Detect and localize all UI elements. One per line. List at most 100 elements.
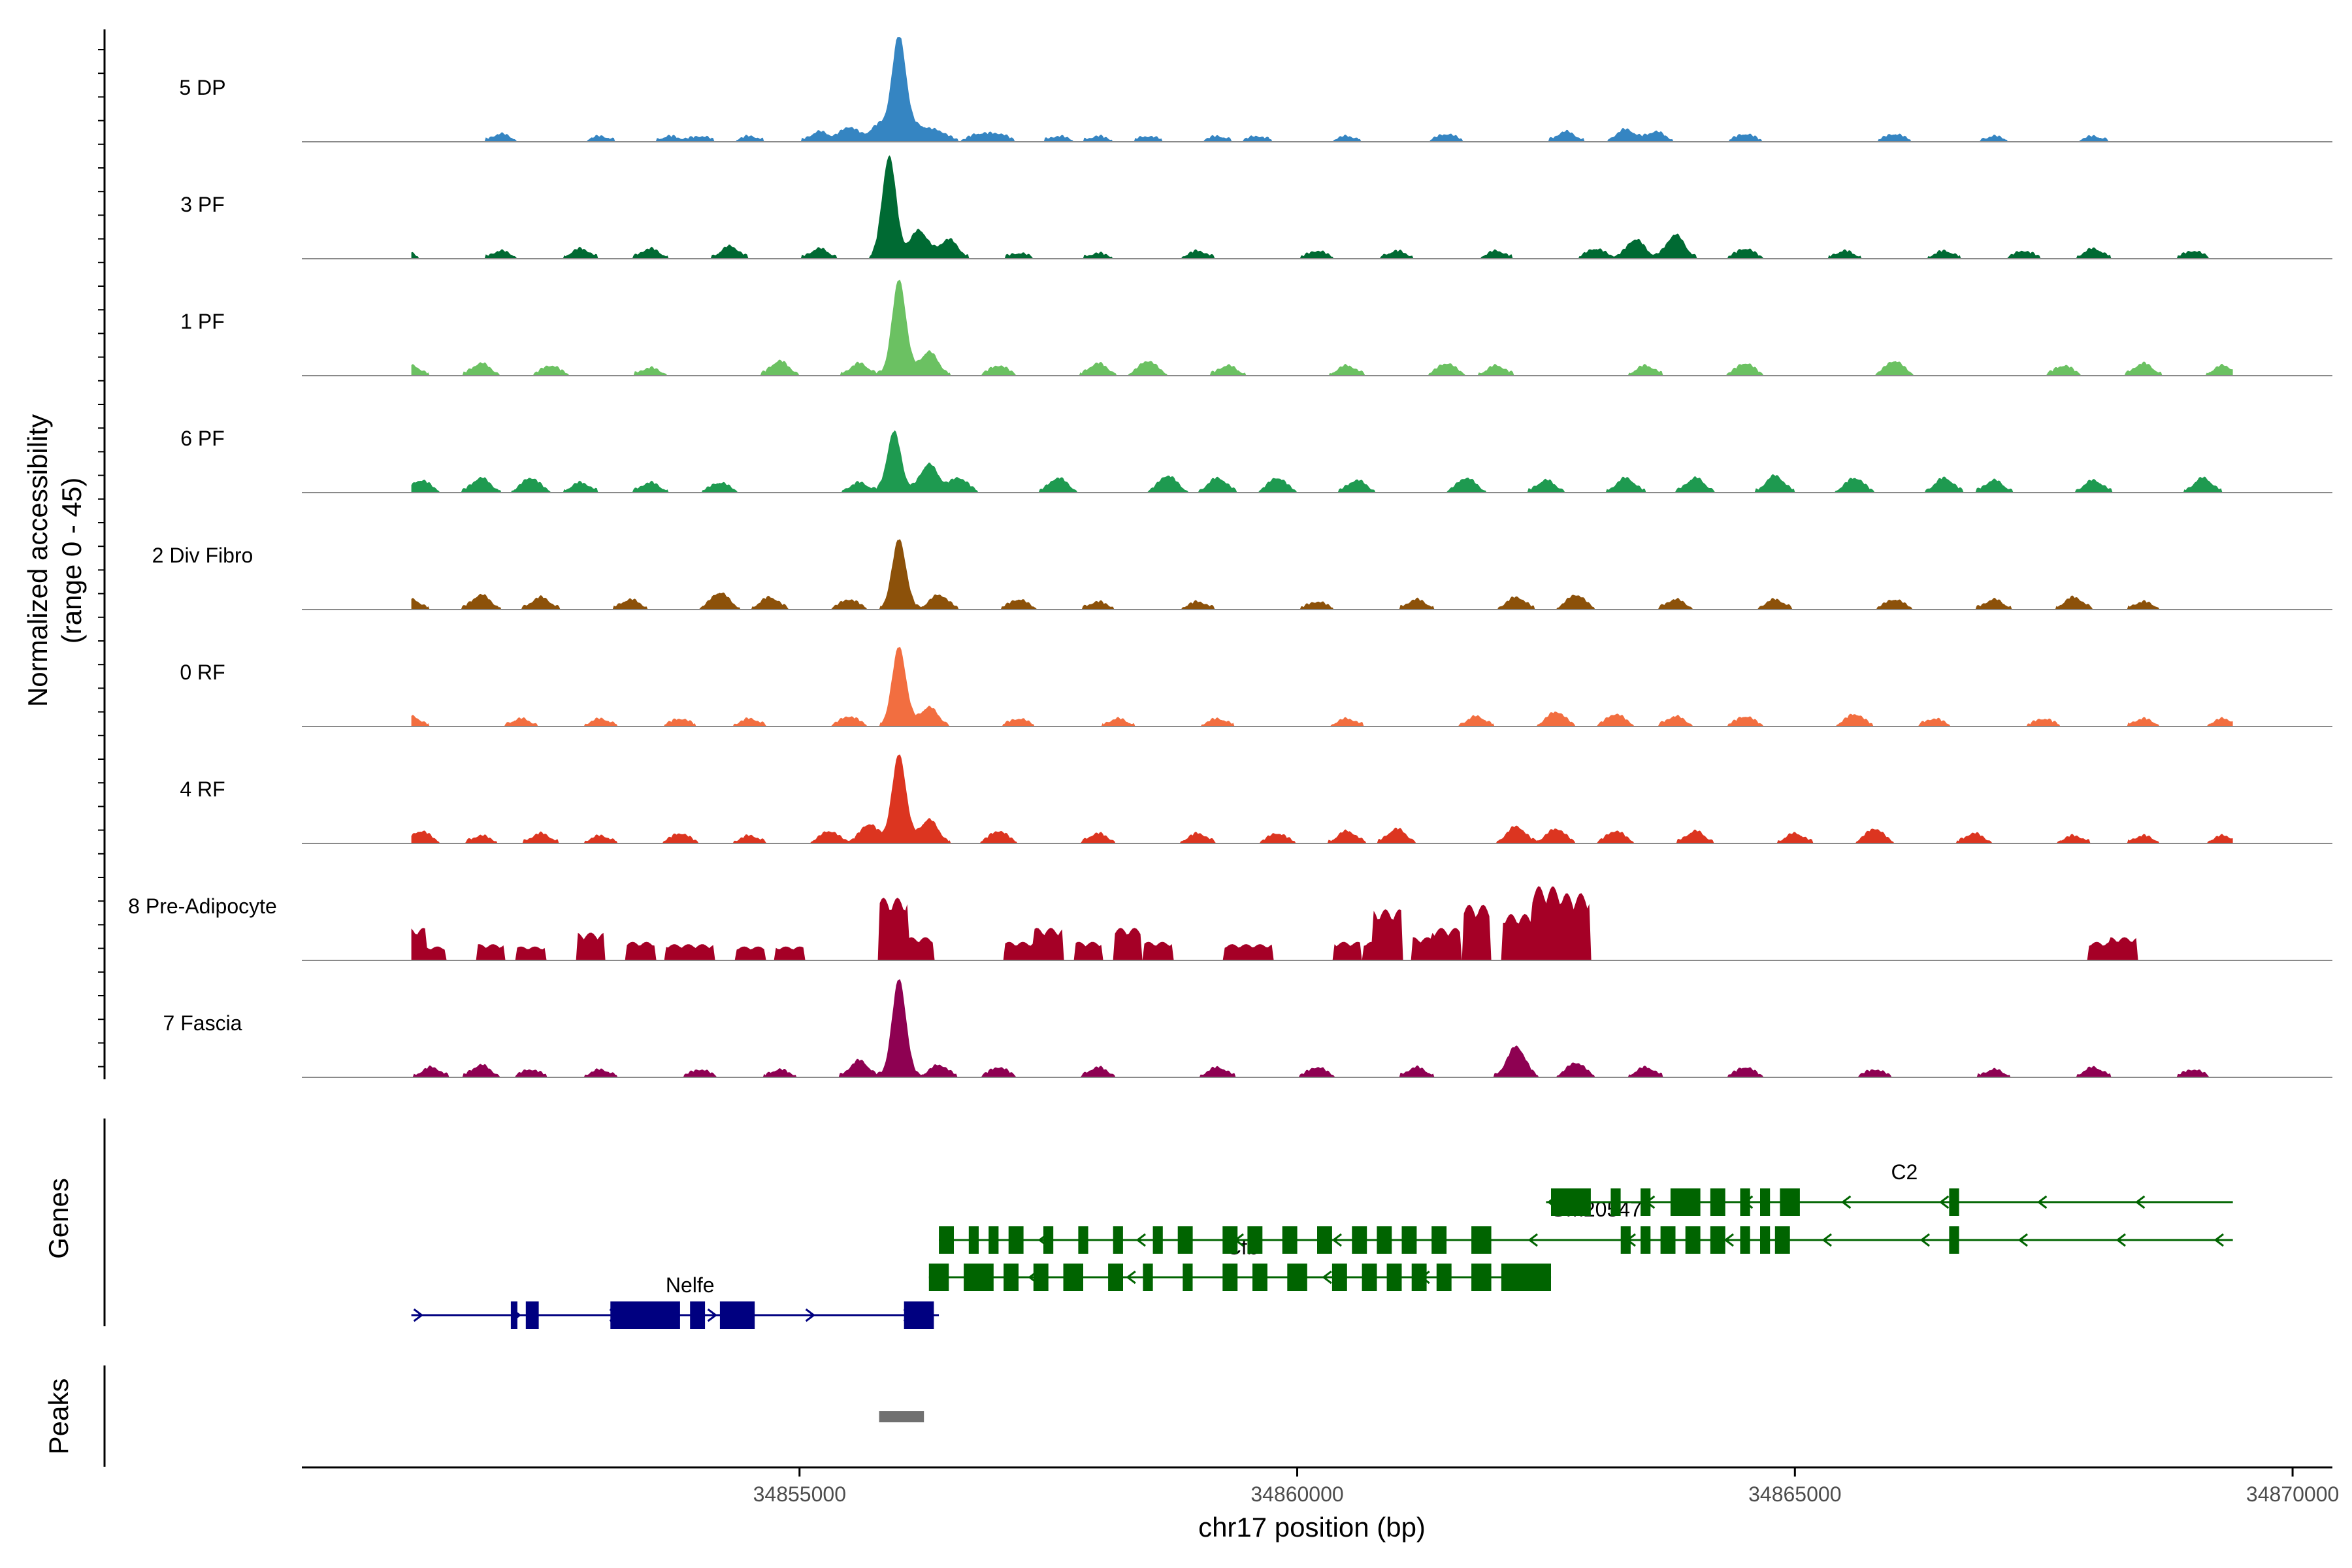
genes-panel-title: Genes [43, 1178, 74, 1259]
strand-arrow [2134, 1195, 2146, 1209]
gene-exon [1113, 1226, 1123, 1254]
strand-arrow [805, 1308, 816, 1322]
strand-arrow [1527, 1233, 1538, 1247]
peak-region [879, 1411, 924, 1422]
gene-exon [1471, 1226, 1492, 1254]
gene-exon [1362, 1264, 1377, 1291]
gene-exon [904, 1301, 934, 1329]
track-label: 2 Div Fibro [152, 544, 253, 567]
gene-exon [1352, 1226, 1367, 1254]
gene-exon [1620, 1226, 1631, 1254]
strand-arrow [707, 1308, 718, 1322]
gene-exon [1431, 1226, 1447, 1254]
track-0-rf: 0 RF [180, 646, 2332, 727]
gene-exon [1641, 1226, 1651, 1254]
gene-exon [1143, 1264, 1153, 1291]
gene-exon [1526, 1264, 1551, 1291]
gene-exon [1774, 1226, 1790, 1254]
x-tick-label: 34860000 [1250, 1482, 1343, 1506]
strand-arrow [2213, 1233, 2224, 1247]
gene-cfb: Cfb [928, 1235, 1552, 1291]
track-4-rf: 4 RF [180, 754, 2332, 844]
y-axis-title-line2: (range 0 - 45) [56, 478, 87, 644]
gene-gm20547: Gm20547 [939, 1198, 2233, 1254]
gene-exon [1386, 1264, 1402, 1291]
y-axis-title-line1: Normalized accessibility [22, 414, 53, 707]
strand-arrow [1938, 1195, 1950, 1209]
track-area [411, 430, 2233, 493]
strand-arrow [1135, 1233, 1146, 1247]
track-area [411, 886, 2233, 960]
strand-arrow [2036, 1195, 2048, 1209]
track-label: 8 Pre-Adipocyte [128, 894, 277, 918]
gene-exon [1108, 1264, 1123, 1291]
gene-exon [1331, 1264, 1347, 1291]
gene-exon [1949, 1188, 1959, 1216]
strand-arrow [1322, 1270, 1332, 1284]
gene-exon [1078, 1226, 1088, 1254]
gene-exon [1685, 1226, 1701, 1254]
gene-exon [1008, 1226, 1024, 1254]
track-7-fascia: 7 Fascia [163, 979, 2332, 1078]
x-tick-label: 34870000 [2246, 1482, 2339, 1506]
gene-exon [610, 1301, 680, 1329]
gene-exon [1780, 1188, 1800, 1216]
strand-arrow [2017, 1233, 2028, 1247]
gene-exon [1471, 1264, 1492, 1291]
gene-exon [510, 1301, 517, 1329]
gene-exon [1004, 1264, 1019, 1291]
gene-exon [719, 1301, 755, 1329]
track-label: 4 RF [180, 777, 225, 801]
gene-exon [1222, 1226, 1238, 1254]
gene-exon [968, 1226, 979, 1254]
track-8-pre-adipocyte: 8 Pre-Adipocyte [128, 886, 2332, 961]
gene-exon [1760, 1226, 1771, 1254]
gene-exon [1710, 1188, 1725, 1216]
gene-exon [1177, 1226, 1193, 1254]
gene-exon [1152, 1226, 1163, 1254]
gene-exon [1740, 1226, 1750, 1254]
gene-exon [1033, 1264, 1049, 1291]
strand-arrow [1919, 1233, 1930, 1247]
gene-exon [1317, 1226, 1332, 1254]
gene-exon [1377, 1226, 1392, 1254]
strand-arrow [1840, 1195, 1852, 1209]
track-label: 3 PF [180, 193, 225, 216]
gene-exon [1740, 1188, 1750, 1216]
x-axis-title: chr17 position (bp) [1198, 1512, 1426, 1543]
track-label: 5 DP [179, 76, 225, 99]
gene-exon [1760, 1188, 1771, 1216]
gene-exon [1501, 1264, 1526, 1291]
track-label: 7 Fascia [163, 1011, 242, 1035]
strand-arrow [1821, 1233, 1832, 1247]
x-tick-label: 34855000 [753, 1482, 846, 1506]
strand-arrow [2115, 1233, 2126, 1247]
gene-exon [690, 1301, 706, 1329]
gene-exon [1043, 1226, 1054, 1254]
gene-exon [939, 1226, 954, 1254]
peaks-panel [103, 1365, 924, 1467]
y-axis [98, 29, 106, 1079]
strand-arrow [1126, 1270, 1136, 1284]
track-label: 0 RF [180, 661, 225, 684]
gene-exon [1641, 1188, 1651, 1216]
x-axis: 34855000 34860000 34865000 34870000 [302, 1466, 2339, 1506]
track-2-div-fibro: 2 Div Fibro [152, 539, 2332, 610]
gene-label: C2 [1891, 1160, 1918, 1184]
track-3-pf: 3 PF [180, 155, 2332, 259]
gene-exon [1063, 1264, 1083, 1291]
gene-exon [1247, 1226, 1263, 1254]
gene-exon [1436, 1264, 1452, 1291]
track-label: 1 PF [180, 310, 225, 333]
gene-exon [964, 1264, 994, 1291]
gene-exon [1222, 1264, 1238, 1291]
gene-exon [1411, 1264, 1427, 1291]
gene-exon [1949, 1226, 1959, 1254]
gene-exon [1551, 1188, 1591, 1216]
peaks-panel-title: Peaks [43, 1379, 74, 1455]
strand-arrow [1723, 1233, 1734, 1247]
gene-label: Nelfe [666, 1273, 715, 1297]
